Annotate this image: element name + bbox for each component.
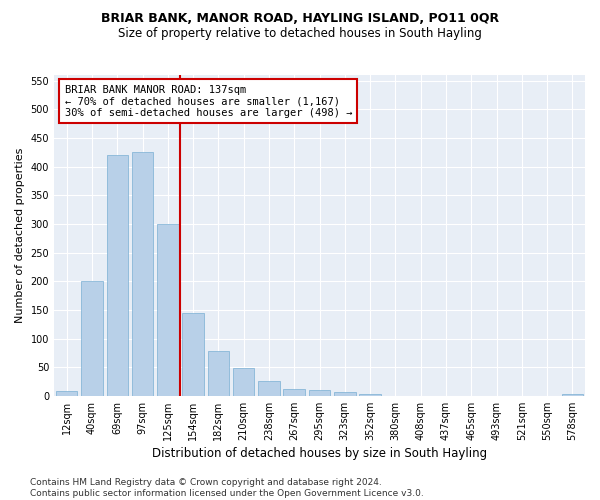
Bar [182, 313, 204, 396]
Bar [107, 155, 128, 396]
Bar [258, 382, 280, 396]
Bar [359, 394, 381, 396]
Text: BRIAR BANK, MANOR ROAD, HAYLING ISLAND, PO11 0QR: BRIAR BANK, MANOR ROAD, HAYLING ISLAND, … [101, 12, 499, 26]
Text: BRIAR BANK MANOR ROAD: 137sqm
← 70% of detached houses are smaller (1,167)
30% o: BRIAR BANK MANOR ROAD: 137sqm ← 70% of d… [65, 84, 352, 118]
Text: Contains HM Land Registry data © Crown copyright and database right 2024.
Contai: Contains HM Land Registry data © Crown c… [30, 478, 424, 498]
Bar [157, 224, 179, 396]
Bar [233, 368, 254, 396]
Bar [334, 392, 356, 396]
Bar [132, 152, 153, 396]
Bar [309, 390, 330, 396]
Bar [81, 281, 103, 396]
Bar [56, 391, 77, 396]
Text: Size of property relative to detached houses in South Hayling: Size of property relative to detached ho… [118, 28, 482, 40]
Bar [562, 394, 583, 396]
Bar [283, 389, 305, 396]
X-axis label: Distribution of detached houses by size in South Hayling: Distribution of detached houses by size … [152, 447, 487, 460]
Y-axis label: Number of detached properties: Number of detached properties [15, 148, 25, 323]
Bar [208, 351, 229, 396]
